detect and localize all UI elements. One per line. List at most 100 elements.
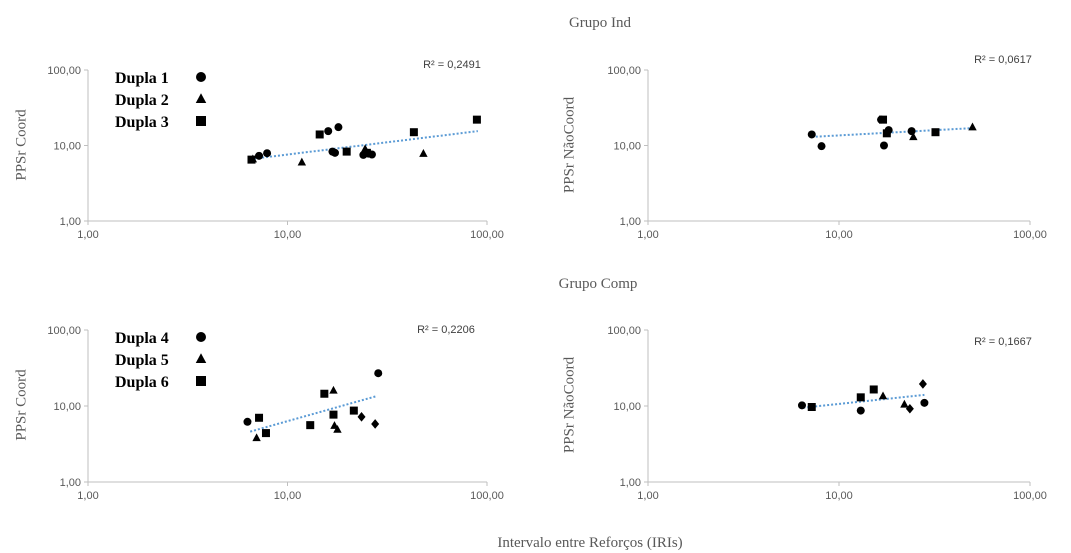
y-tick-label: 1,00 (60, 477, 81, 489)
x-tick-label: 10,00 (274, 490, 302, 502)
x-tick-label: 1,00 (77, 490, 98, 502)
data-point-circle (856, 406, 865, 415)
data-point-triangle (909, 132, 918, 141)
x-tick-label: 1,00 (637, 229, 658, 241)
y-axis-label: PPSr NãoCoord (561, 96, 577, 193)
data-point-diamond (918, 379, 927, 389)
data-point-diamond (371, 419, 380, 429)
data-point-triangle (968, 122, 977, 131)
group-title-ind: Grupo Ind (569, 15, 632, 31)
legend-marker-circle (196, 72, 206, 82)
data-point-square (306, 421, 315, 430)
y-axis-label: PPSr Coord (13, 109, 29, 181)
data-point-square (320, 389, 329, 398)
x-tick-label: 1,00 (637, 490, 658, 502)
legend-label: Dupla 6 (115, 374, 169, 391)
data-point-circle (243, 417, 252, 426)
data-point-triangle (329, 385, 338, 394)
r-squared-label: R² = 0,2206 (417, 324, 475, 336)
y-tick-label: 1,00 (620, 216, 641, 228)
data-point-circle (330, 148, 339, 157)
data-point-square (882, 129, 891, 138)
y-tick-label: 100,00 (47, 325, 81, 337)
r-squared-label: R² = 0,2491 (423, 59, 481, 71)
data-point-triangle (297, 157, 307, 166)
data-point-circle (879, 141, 888, 150)
r-squared-label: R² = 0,0617 (974, 54, 1032, 66)
data-point-square (255, 413, 264, 422)
y-tick-label: 100,00 (607, 65, 641, 77)
y-tick-label: 10,00 (53, 401, 81, 413)
data-point-square (362, 148, 371, 157)
data-point-square (879, 115, 888, 124)
legend-marker-square (196, 376, 206, 386)
y-tick-label: 1,00 (620, 477, 641, 489)
data-point-circle (263, 149, 272, 158)
y-tick-label: 1,00 (60, 216, 81, 228)
data-point-square (856, 393, 865, 402)
scatter-panel-1: 1,00 10,00 100,00 1,00 10,00 100,00 PPSr Coord… (13, 59, 503, 241)
legend-marker-square (196, 116, 206, 126)
data-point-circle (807, 130, 816, 139)
data-point-circle (324, 127, 333, 136)
legend-marker-circle (196, 332, 206, 342)
data-point-triangle (900, 399, 909, 408)
r-squared-label: R² = 0,1667 (974, 336, 1032, 348)
data-point-triangle (252, 433, 261, 442)
data-point-diamond (357, 412, 366, 422)
data-point-square (349, 406, 358, 415)
data-point-triangle (419, 149, 428, 157)
legend-label: Dupla 1 (115, 70, 169, 87)
group-title-comp: Grupo Comp (559, 276, 638, 292)
data-point-square (329, 410, 338, 419)
data-point-square (807, 403, 816, 412)
x-tick-label: 100,00 (1013, 229, 1047, 241)
common-x-axis-label: Intervalo entre Reforços (IRIs) (497, 535, 682, 551)
data-point-square (261, 429, 270, 438)
legend-label: Dupla 4 (115, 330, 169, 347)
data-point-circle (374, 369, 383, 378)
y-tick-label: 100,00 (47, 65, 81, 77)
data-point-square (869, 385, 878, 394)
data-point-square (342, 147, 351, 156)
y-axis-label: PPSr Coord (13, 369, 29, 441)
data-point-circle (334, 123, 343, 132)
x-tick-label: 10,00 (825, 490, 853, 502)
data-point-square (247, 155, 256, 164)
data-point-square (409, 128, 418, 137)
scatter-panel-2: 1,00 10,00 100,00 1,00 10,00 100,00 PPSr NãoCo… (561, 54, 1046, 241)
y-tick-label: 10,00 (613, 141, 641, 153)
legend-label: Dupla 5 (115, 352, 169, 369)
scatter-panel-4: 1,00 10,00 100,00 1,00 10,00 100,00 PPSr NãoCo… (561, 325, 1046, 502)
x-tick-label: 100,00 (470, 490, 504, 502)
legend: Dupla 1 Dupla 2 Dupla 3 (115, 70, 207, 131)
legend-label: Dupla 3 (115, 114, 169, 131)
y-axis-label: PPSr NãoCoord (561, 356, 577, 453)
data-point-square (472, 115, 481, 124)
trendline (249, 395, 377, 433)
legend-marker-triangle (195, 353, 207, 363)
data-point-triangle (333, 424, 342, 433)
x-tick-label: 10,00 (825, 229, 853, 241)
legend-label: Dupla 2 (115, 92, 169, 109)
data-point-circle (797, 401, 806, 410)
data-point-diamond (905, 403, 914, 414)
data-point-circle (255, 151, 264, 160)
data-point-square (931, 128, 940, 137)
scatter-panel-3: 1,00 10,00 100,00 1,00 10,00 100,00 PPSr Coord… (13, 324, 503, 502)
legend: Dupla 4 Dupla 5 Dupla 6 (115, 330, 207, 391)
data-point-triangle (878, 391, 888, 400)
data-point-circle (920, 398, 929, 407)
x-tick-label: 100,00 (470, 229, 504, 241)
legend-marker-triangle (195, 93, 207, 103)
data-point-circle (817, 142, 826, 151)
x-tick-label: 100,00 (1013, 490, 1047, 502)
data-point-square (315, 130, 324, 139)
x-tick-label: 10,00 (274, 229, 302, 241)
data-point-circle (907, 127, 916, 136)
y-tick-label: 100,00 (607, 325, 641, 337)
y-tick-label: 10,00 (613, 401, 641, 413)
y-tick-label: 10,00 (53, 141, 81, 153)
x-tick-label: 1,00 (77, 229, 98, 241)
